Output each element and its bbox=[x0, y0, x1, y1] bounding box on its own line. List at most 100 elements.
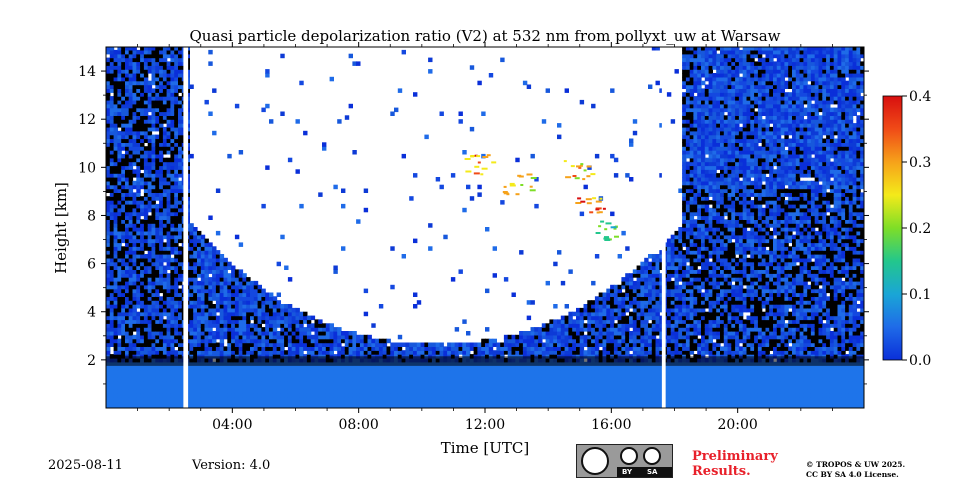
heatmap-cell bbox=[325, 384, 331, 390]
heatmap-cell bbox=[117, 88, 122, 93]
heatmap-cell bbox=[125, 115, 130, 120]
heatmap-cell bbox=[276, 373, 281, 378]
heatmap-cell bbox=[132, 107, 137, 113]
heatmap-cell bbox=[318, 373, 323, 378]
heatmap-cell bbox=[625, 392, 630, 398]
heatmap-cell bbox=[227, 319, 232, 324]
heatmap-cell bbox=[231, 296, 236, 301]
heatmap-cell bbox=[117, 203, 122, 209]
heatmap-cell bbox=[223, 273, 228, 278]
heatmap-cell bbox=[162, 319, 168, 324]
heatmap-cell bbox=[143, 203, 149, 209]
heatmap-cell bbox=[193, 392, 198, 398]
heatmap-cell bbox=[507, 396, 513, 401]
heatmap-cell bbox=[143, 200, 149, 205]
heatmap-cell bbox=[178, 307, 183, 313]
heatmap-cell bbox=[587, 365, 592, 371]
heatmap-cell bbox=[219, 400, 225, 405]
heatmap-cell bbox=[485, 400, 490, 405]
heatmap-cell bbox=[397, 365, 403, 371]
heatmap-cell bbox=[132, 342, 137, 347]
heatmap-cell bbox=[121, 49, 126, 55]
heatmap-cell bbox=[143, 334, 149, 340]
heatmap-cell bbox=[428, 57, 433, 63]
heatmap-cell bbox=[318, 323, 323, 328]
heatmap-cell bbox=[125, 177, 130, 182]
heatmap-cell bbox=[375, 377, 380, 382]
heatmap-cell bbox=[610, 323, 615, 328]
heatmap-cell bbox=[166, 334, 171, 340]
heatmap-cell bbox=[170, 119, 175, 124]
heatmap-cell bbox=[280, 392, 285, 398]
heatmap-cell bbox=[125, 211, 130, 217]
heatmap-cell bbox=[174, 126, 179, 132]
heatmap-cell bbox=[136, 196, 141, 201]
heatmap-cell bbox=[151, 203, 156, 209]
heatmap-cell bbox=[219, 273, 225, 278]
heatmap-cell bbox=[310, 350, 316, 355]
heatmap-cell bbox=[162, 219, 168, 224]
heatmap-cell bbox=[477, 388, 482, 394]
heatmap-cell bbox=[121, 400, 126, 405]
heatmap-cell bbox=[125, 130, 130, 136]
heatmap-cell bbox=[166, 119, 171, 124]
heatmap-cell bbox=[447, 381, 452, 386]
heatmap-cell bbox=[109, 207, 115, 213]
heatmap-cell bbox=[359, 369, 365, 374]
heatmap-cell bbox=[162, 265, 168, 270]
heatmap-cell bbox=[219, 319, 225, 324]
heatmap-cell bbox=[549, 338, 554, 344]
heatmap-cell bbox=[121, 300, 126, 305]
heatmap-cell bbox=[242, 277, 247, 282]
heatmap-cell bbox=[617, 311, 622, 317]
heatmap-cell bbox=[583, 342, 588, 347]
heatmap-cell bbox=[128, 300, 134, 305]
heatmap-cell bbox=[106, 130, 111, 136]
heatmap-cell bbox=[151, 142, 156, 147]
heatmap-cell bbox=[178, 311, 183, 317]
heatmap-cell bbox=[178, 250, 183, 255]
heatmap-cell bbox=[178, 49, 183, 55]
heatmap-cell bbox=[261, 107, 266, 113]
heatmap-cell bbox=[591, 350, 596, 355]
heatmap-cell bbox=[178, 134, 183, 140]
heatmap-cell bbox=[106, 238, 111, 244]
heatmap-cell bbox=[159, 134, 164, 140]
heatmap-cell bbox=[473, 381, 478, 386]
heatmap-cell bbox=[178, 103, 183, 109]
heatmap-cell bbox=[132, 246, 137, 251]
heatmap-cell bbox=[591, 365, 596, 371]
heatmap-cell bbox=[197, 273, 202, 278]
heatmap-cell bbox=[151, 88, 156, 93]
heatmap-cell bbox=[606, 288, 611, 294]
heatmap-cell bbox=[136, 215, 141, 220]
heatmap-cell bbox=[572, 373, 577, 378]
heatmap-cell bbox=[140, 296, 145, 301]
heatmap-cell bbox=[113, 115, 118, 120]
heatmap-cell bbox=[208, 404, 213, 408]
heatmap-cell bbox=[200, 265, 206, 270]
heatmap-cell bbox=[162, 269, 168, 274]
heatmap-cell bbox=[140, 292, 145, 297]
heatmap-cell bbox=[291, 392, 297, 398]
heatmap-cell bbox=[287, 334, 293, 340]
heatmap-cell bbox=[261, 315, 266, 321]
heatmap-cell bbox=[219, 373, 225, 378]
heatmap-cell bbox=[625, 373, 630, 378]
heatmap-cell bbox=[276, 300, 281, 305]
heatmap-cell bbox=[568, 373, 573, 378]
heatmap-cell bbox=[234, 404, 240, 408]
heatmap-cell bbox=[151, 80, 156, 86]
heatmap-cell bbox=[189, 257, 194, 263]
heatmap-cell bbox=[428, 400, 433, 405]
heatmap-cell bbox=[125, 188, 130, 193]
heatmap-cell bbox=[572, 338, 577, 344]
heatmap-cell bbox=[583, 400, 588, 405]
heatmap-cell bbox=[496, 381, 501, 386]
heatmap-cell bbox=[257, 338, 262, 344]
heatmap-cell bbox=[234, 300, 240, 305]
heatmap-cell bbox=[234, 327, 240, 332]
heatmap-cell bbox=[143, 369, 149, 374]
heatmap-cell bbox=[579, 99, 585, 105]
heatmap-cell bbox=[564, 381, 569, 386]
